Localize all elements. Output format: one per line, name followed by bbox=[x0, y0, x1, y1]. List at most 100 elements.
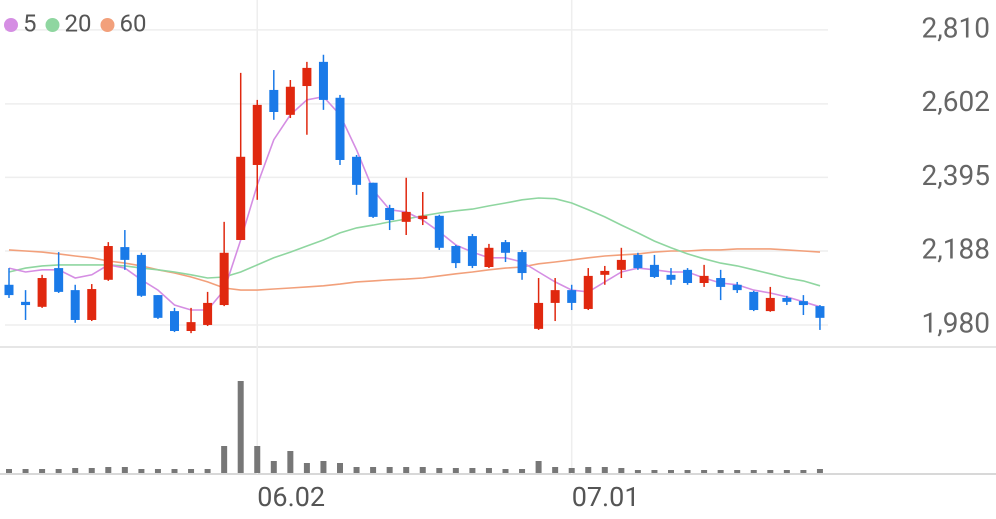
volume-bar bbox=[337, 463, 343, 473]
volume-bar bbox=[105, 467, 112, 473]
volume-bar bbox=[618, 468, 625, 473]
volume-bar bbox=[519, 469, 526, 473]
volume-bar bbox=[634, 470, 641, 473]
volume-bar bbox=[651, 470, 658, 473]
candle-body bbox=[782, 297, 792, 302]
candle-body bbox=[600, 270, 610, 275]
volume-bar bbox=[436, 468, 443, 473]
volume-bar bbox=[800, 470, 807, 473]
volume-bar bbox=[39, 469, 46, 473]
candle-body bbox=[633, 254, 643, 269]
volume-bar bbox=[121, 467, 128, 473]
y-tick-label: 2,188 bbox=[922, 232, 990, 265]
volume-bar bbox=[734, 470, 741, 473]
candle-body bbox=[21, 301, 31, 306]
volume-bar bbox=[386, 467, 393, 473]
volume-bar bbox=[668, 470, 674, 473]
candle-body bbox=[434, 215, 444, 248]
volume-bar bbox=[585, 467, 592, 473]
candle-body bbox=[87, 289, 97, 320]
candle-body bbox=[517, 252, 527, 274]
candle-body bbox=[54, 268, 64, 292]
volume-bar bbox=[452, 468, 459, 473]
legend-label: 20 bbox=[65, 9, 92, 37]
volume-bar bbox=[353, 467, 360, 473]
legend-marker bbox=[100, 18, 115, 32]
volume-bar bbox=[237, 381, 244, 473]
volume-bar bbox=[6, 469, 12, 473]
volume-bar bbox=[287, 451, 294, 473]
volume-bar bbox=[303, 463, 310, 473]
volume-bar bbox=[469, 468, 476, 473]
ma-line bbox=[8, 248, 821, 291]
candle-body bbox=[732, 284, 742, 291]
candle-body bbox=[798, 301, 808, 306]
candle-body bbox=[716, 278, 726, 287]
candle-body bbox=[683, 269, 693, 284]
candle-body bbox=[335, 97, 345, 160]
volume-bar bbox=[717, 470, 724, 473]
candle-body bbox=[451, 246, 461, 264]
x-tick-label: 07.01 bbox=[572, 481, 640, 513]
candle-body bbox=[699, 275, 709, 284]
volume-bar bbox=[601, 467, 608, 473]
legend-marker bbox=[45, 18, 60, 32]
candle-body bbox=[37, 278, 47, 307]
legend-label: 5 bbox=[23, 9, 37, 37]
candle-body bbox=[136, 254, 146, 296]
candle-body bbox=[401, 211, 411, 222]
volume-bar bbox=[138, 469, 145, 473]
volume-bar bbox=[502, 469, 509, 473]
volume-bar bbox=[72, 468, 79, 473]
candle-body bbox=[318, 61, 328, 100]
candle-body bbox=[616, 259, 626, 270]
candle-body bbox=[302, 67, 312, 87]
volume-bar bbox=[188, 469, 195, 473]
volume-bar bbox=[320, 461, 327, 473]
volume-bar bbox=[403, 467, 410, 473]
volume-bar bbox=[221, 446, 228, 473]
candle-body bbox=[418, 215, 428, 220]
volume-bar bbox=[485, 468, 492, 473]
candle-body bbox=[368, 182, 378, 217]
candle-body bbox=[203, 302, 213, 325]
candle-body bbox=[252, 104, 262, 165]
volume-bar bbox=[370, 467, 377, 473]
volume-bar bbox=[204, 469, 211, 473]
y-tick-label: 2,810 bbox=[922, 11, 990, 44]
candle-body bbox=[385, 207, 395, 221]
candle-body bbox=[103, 246, 113, 280]
legend-label: 60 bbox=[119, 9, 146, 37]
x-tick-label: 06.02 bbox=[257, 481, 325, 513]
candle-body bbox=[583, 275, 593, 309]
y-tick-label: 2,395 bbox=[922, 159, 990, 192]
volume-bar bbox=[816, 469, 823, 473]
volume-bar bbox=[783, 470, 790, 473]
candle-body bbox=[484, 247, 494, 268]
volume-bar bbox=[171, 469, 178, 473]
volume-bar bbox=[419, 467, 426, 473]
candle-body bbox=[236, 156, 246, 240]
candle-body bbox=[269, 89, 279, 112]
y-tick-label: 2,602 bbox=[922, 85, 990, 118]
volume-bar bbox=[254, 446, 261, 473]
candle-body bbox=[285, 86, 295, 115]
candle-body bbox=[4, 284, 14, 296]
candle-body bbox=[153, 295, 163, 318]
volume-bar bbox=[88, 468, 95, 473]
candle-body bbox=[170, 311, 179, 332]
candle-body bbox=[352, 156, 362, 185]
candle-body bbox=[567, 290, 577, 303]
volume-bar bbox=[568, 468, 575, 473]
candle-body bbox=[649, 264, 659, 277]
candle-body bbox=[534, 302, 544, 329]
candle-body bbox=[501, 242, 510, 253]
y-tick-label: 1,980 bbox=[922, 306, 990, 339]
volume-bar bbox=[701, 470, 708, 473]
volume-bar bbox=[154, 469, 161, 473]
candle-body bbox=[666, 274, 676, 280]
candle-body bbox=[186, 322, 196, 332]
candle-body bbox=[120, 247, 130, 260]
candle-body bbox=[550, 290, 560, 303]
